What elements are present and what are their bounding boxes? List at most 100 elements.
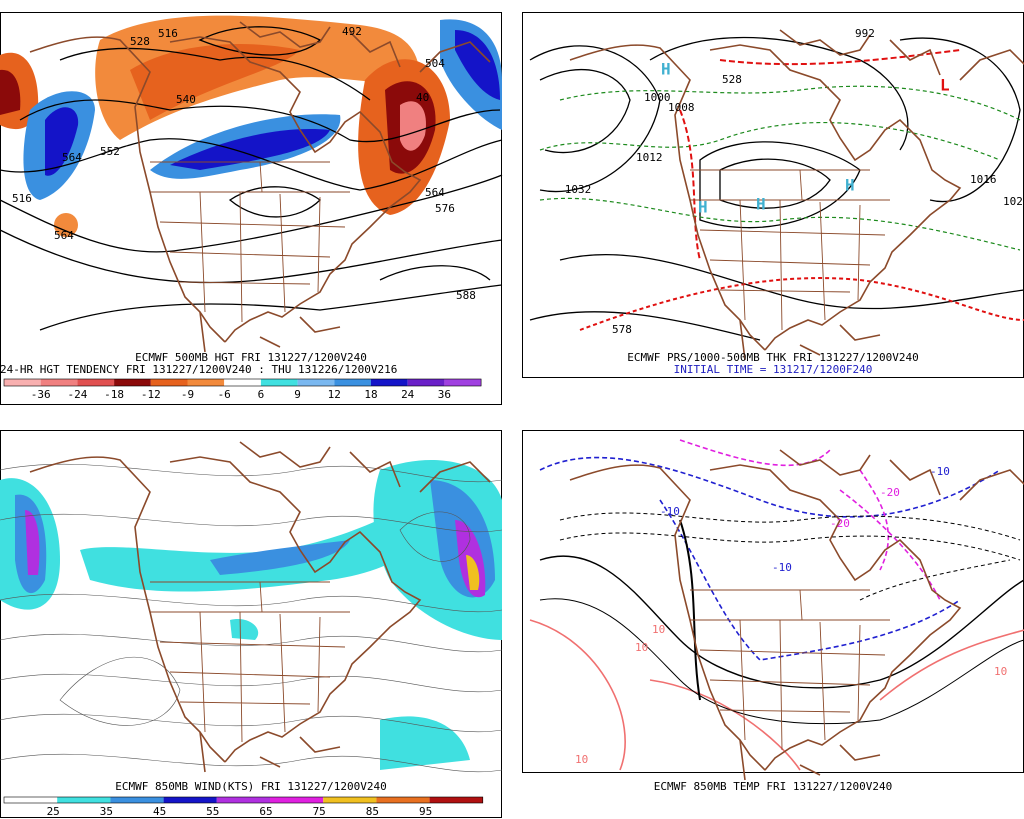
colorbar-label: 24	[401, 388, 415, 401]
contour-label: 504	[425, 57, 445, 70]
colorbar-label: 6	[258, 388, 265, 401]
colorbar-label: 18	[364, 388, 377, 401]
colorbar-label: 95	[419, 805, 432, 818]
contour-label: -20	[830, 517, 850, 530]
contour-label: 588	[456, 289, 476, 302]
colorbar-swatch	[114, 379, 151, 386]
colorbar-label: 25	[47, 805, 60, 818]
colorbar-label: 55	[206, 805, 219, 818]
high-marker: H	[756, 195, 766, 214]
panel-850mb-temp: -10 -20 -10 10 10 10 -10 -20 10 ECMWF 85…	[522, 430, 1024, 793]
temp-contours	[529, 439, 1024, 771]
panel-500mb-height: 528 516 492 504 540 552 564 564 576 588 …	[0, 12, 503, 405]
caption: ECMWF 500MB HGT FRI 131227/1200V240	[135, 351, 367, 364]
contour-label: 1016	[970, 173, 997, 186]
contour-label: 10	[994, 665, 1007, 678]
contour-label: 540	[176, 93, 196, 106]
colorbar-label: -6	[218, 388, 231, 401]
caption: ECMWF PRS/1000-500MB THK FRI 131227/1200…	[627, 351, 918, 364]
colorbar-swatch	[260, 379, 298, 386]
contour-label: 40	[416, 91, 429, 104]
contour-label: 576	[435, 202, 455, 215]
colorbar: 25 35 45 55 65 75 85 95	[3, 796, 484, 818]
streamlines	[0, 463, 503, 773]
caption: ECMWF 850MB TEMP FRI 131227/1200V240	[654, 780, 892, 793]
colorbar-label: 35	[100, 805, 113, 818]
contour-label: -10	[660, 505, 680, 518]
colorbar-swatch	[270, 797, 324, 803]
colorbar-label: -9	[181, 388, 194, 401]
high-marker: H	[698, 198, 708, 217]
colorbar-swatch	[407, 379, 445, 386]
contour-label: 10	[635, 641, 648, 654]
colorbar-label: 45	[153, 805, 166, 818]
height-contours	[0, 26, 503, 331]
contour-label: 1000	[644, 91, 671, 104]
colorbar: -36 -24 -18 -12 -9 -6 6 9 12 18 24 36	[3, 378, 482, 401]
colorbar-swatch	[334, 379, 371, 386]
colorbar-swatch	[57, 797, 111, 803]
colorbar-swatch	[216, 797, 270, 803]
contour-label: 1012	[636, 151, 663, 164]
contour-label: 564	[54, 229, 74, 242]
colorbar-swatch	[371, 379, 408, 386]
contour-label: 10	[652, 623, 665, 636]
colorbar-swatch	[40, 379, 78, 386]
colorbar-label: -12	[141, 388, 161, 401]
contour-label: -10	[772, 561, 792, 574]
contour-label: 992	[855, 27, 875, 40]
colorbar-swatch	[150, 379, 188, 386]
contour-label: 528	[130, 35, 150, 48]
colorbar-swatch	[444, 379, 482, 386]
colorbar-frame	[3, 796, 484, 804]
colorbar-swatch	[110, 797, 164, 803]
colorbar-label: -18	[104, 388, 124, 401]
colorbar-swatch	[187, 379, 225, 386]
contour-label: 528	[722, 73, 742, 86]
thickness-contours	[539, 49, 1024, 331]
panel-frame	[0, 12, 502, 405]
high-marker: H	[845, 176, 855, 195]
colorbar-frame	[3, 378, 482, 387]
panel-pressure-thickness: H H H H L 1032 1024 1016 1008 1000 992 1…	[522, 12, 1024, 378]
contour-label: 516	[158, 27, 178, 40]
colorbar-swatch	[297, 379, 335, 386]
contour-label: 1024	[1003, 195, 1024, 208]
contour-label: 1032	[565, 183, 592, 196]
contour-label: 564	[425, 186, 445, 199]
colorbar-swatch	[4, 797, 58, 803]
panel-frame	[522, 12, 1024, 378]
caption: ECMWF 850MB WIND(KTS) FRI 131227/1200V24…	[115, 780, 387, 793]
contour-label: 516	[12, 192, 32, 205]
colorbar-swatch	[323, 797, 377, 803]
panel-850mb-wind: ECMWF 850MB WIND(KTS) FRI 131227/1200V24…	[0, 430, 503, 818]
colorbar-label: 9	[294, 388, 301, 401]
caption: INITIAL TIME = 131217/1200F240	[674, 363, 873, 376]
colorbar-label: -36	[31, 388, 51, 401]
colorbar-label: -24	[67, 388, 87, 401]
colorbar-label: 65	[259, 805, 272, 818]
contour-label: 10	[575, 753, 588, 766]
contour-label: -20	[880, 486, 900, 499]
contour-label: -10	[930, 465, 950, 478]
colorbar-label: 75	[313, 805, 326, 818]
colorbar-swatch	[77, 379, 115, 386]
contour-label: 564	[62, 151, 82, 164]
high-marker: H	[661, 60, 671, 79]
colorbar-swatch	[4, 379, 41, 386]
low-marker: L	[940, 76, 950, 95]
contour-label: 1008	[668, 101, 695, 114]
contour-label: 492	[342, 25, 362, 38]
colorbar-label: 85	[366, 805, 379, 818]
contour-label: 552	[100, 145, 120, 158]
caption: 24-HR HGT TENDENCY FRI 131227/1200V240 :…	[0, 363, 397, 376]
contour-label: 578	[612, 323, 632, 336]
wind-fill	[0, 460, 502, 770]
colorbar-swatch	[163, 797, 217, 803]
colorbar-swatch	[376, 797, 430, 803]
colorbar-swatch	[224, 379, 261, 386]
tendency-fill	[0, 15, 502, 237]
pressure-contours	[529, 36, 1024, 341]
colorbar-swatch	[429, 797, 483, 803]
